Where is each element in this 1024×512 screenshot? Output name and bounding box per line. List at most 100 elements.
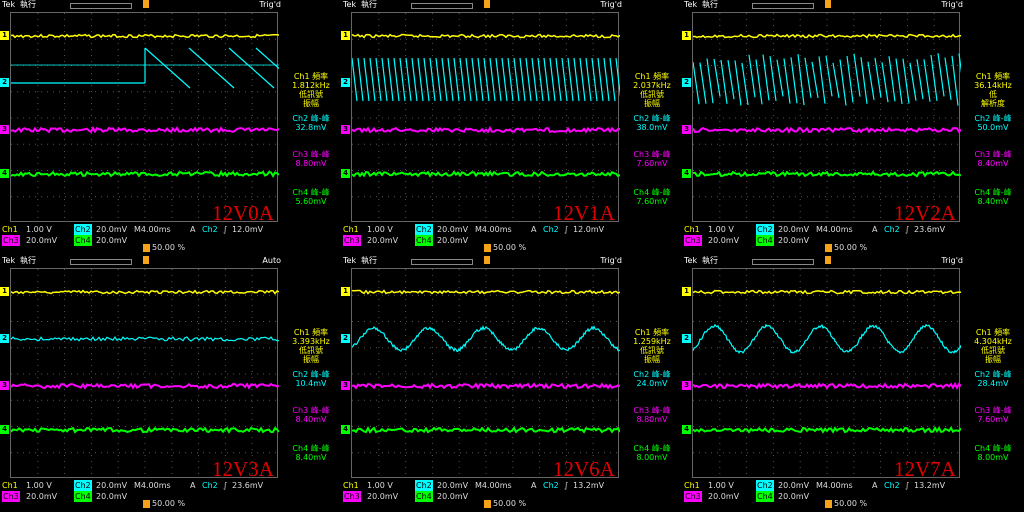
channel-marker-2[interactable]: 2 [341,78,350,87]
readout-ch3v: 20.0mV [367,236,399,245]
ch4-measurement: 7.60mV [636,197,668,206]
channel-marker-4[interactable]: 4 [0,425,9,434]
channel-marker-4[interactable]: 4 [682,169,691,178]
trigger-position-value: 50.00 % [493,499,527,508]
readout-ch4v: 20.0mV [437,236,469,245]
ch2-trace [693,53,961,106]
channel-marker-2[interactable]: 2 [0,78,9,87]
channel-marker-2[interactable]: 2 [682,78,691,87]
load-label: 12V2A [894,201,956,225]
waveform-canvas [693,269,961,479]
ch2-measurement: Ch2 峰-峰 [633,370,671,379]
load-label: 12V3A [212,457,274,481]
readout-ch2v: 20.0mV [437,481,469,490]
readout-ch1: Ch1 [684,225,700,234]
channel-marker-1[interactable]: 1 [0,287,9,296]
channel-marker-2[interactable]: 2 [682,334,691,343]
channel-marker-4[interactable]: 4 [0,169,9,178]
channel-marker-3[interactable]: 3 [0,125,9,134]
readout-bar: Ch1 1.00 V Ch2 20.0mV M4.00ms A Ch2 ∫ 23.6mV Ch3 2… [682,224,1023,256]
ch1-measurement: 解析度 [981,99,1005,108]
ch2-measurement: Ch2 峰-峰 [974,370,1012,379]
channel-marker-1[interactable]: 1 [0,31,9,40]
ch4-measurement: Ch4 峰-峰 [974,444,1012,453]
brand-label: Tek [2,0,16,9]
trigger-position-value: 50.00 % [152,243,186,252]
ch1-measurement: 3.393kHz [292,337,330,346]
channel-marker-2[interactable]: 2 [0,334,9,343]
channel-marker-2[interactable]: 2 [341,334,350,343]
channel-marker-3[interactable]: 3 [682,381,691,390]
ch1-trace [693,33,961,39]
load-label: 12V0A [212,201,274,225]
readout-ch3: Ch3 [684,491,702,502]
record-strip [70,259,132,265]
readout-ch2v: 20.0mV [778,225,810,234]
run-status: 執行 [361,256,377,265]
trigger-position-marker [484,256,490,264]
ch3-measurement: Ch3 峰-峰 [633,150,671,159]
channel-marker-1[interactable]: 1 [341,31,350,40]
readout-ch1: Ch1 [343,481,359,490]
record-strip [411,259,473,265]
readout-tb: M4.00ms [816,481,853,490]
readout-trigv: 12.0mV [573,225,605,234]
trigger-position-value: 50.00 % [152,499,186,508]
channel-marker-3[interactable]: 3 [341,381,350,390]
ch1-measurement: 2.037kHz [633,81,671,90]
readout-ch4: Ch4 [415,235,433,246]
ch2-measurement: 38.0mV [636,123,668,132]
readout-ch1v: 1.00 V [708,481,734,490]
run-status: 執行 [702,0,718,9]
ch4-measurement: 8.00mV [977,453,1009,462]
ch1-measurement: Ch1 頻率 [293,72,329,81]
ch3-measurement: 8.80mV [295,159,327,168]
readout-ch2v: 20.0mV [96,481,128,490]
channel-marker-1[interactable]: 1 [682,31,691,40]
readout-tb: M4.00ms [134,481,171,490]
ch1-measurement: Ch1 頻率 [975,328,1011,337]
trigger-position-readout: 50.00 % [143,243,185,252]
ch3-measurement: 7.60mV [977,415,1009,424]
readout-ch3: Ch3 [343,235,361,246]
readout-bar: Ch1 1.00 V Ch2 20.0mV M4.00ms A Ch2 ∫ 13.2mV Ch3 2… [341,480,682,512]
channel-marker-4[interactable]: 4 [682,425,691,434]
ch4-measurement: Ch4 峰-峰 [633,444,671,453]
brand-label: Tek [684,256,698,265]
waveform-screen [10,268,279,479]
channel-marker-3[interactable]: 3 [0,381,9,390]
readout-ch1v: 1.00 V [26,481,52,490]
readout-ch4: Ch4 [415,491,433,502]
channel-marker-1[interactable]: 1 [682,287,691,296]
ch3-measurement: 8.40mV [295,415,327,424]
trigger-position-readout: 50.00 % [143,499,185,508]
ch1-measurement: 1.259kHz [633,337,671,346]
readout-trigsym: ∫ [564,481,569,490]
ch3-measurement: 8.40mV [977,159,1009,168]
ch1-measurement: 低訊號 [299,90,323,99]
readout-ch4: Ch4 [74,491,92,502]
channel-marker-3[interactable]: 3 [341,125,350,134]
readout-ch3: Ch3 [2,491,20,502]
readout-ch4v: 20.0mV [437,492,469,501]
readout-a: A [872,481,878,490]
channel-marker-4[interactable]: 4 [341,169,350,178]
ch1-measurement: 振幅 [303,99,319,108]
ch3-measurement: Ch3 峰-峰 [974,150,1012,159]
ch2-trace [11,47,279,89]
ch3-measurement: 8.80mV [636,415,668,424]
waveform-screen [692,268,961,479]
ch1-trace [11,289,279,295]
waveform-canvas [11,13,279,223]
trigger-position-value: 50.00 % [834,243,868,252]
channel-marker-3[interactable]: 3 [682,125,691,134]
trigger-position-readout: 50.00 % [825,243,867,252]
readout-trigsym: ∫ [905,225,910,234]
status-bar: Tek 執行 Trig'd [682,256,1023,266]
readout-tb: M4.00ms [475,225,512,234]
channel-marker-4[interactable]: 4 [341,425,350,434]
waveform-canvas [352,13,620,223]
readout-ch3: Ch3 [684,235,702,246]
channel-marker-1[interactable]: 1 [341,287,350,296]
ch2-trace [693,323,961,355]
